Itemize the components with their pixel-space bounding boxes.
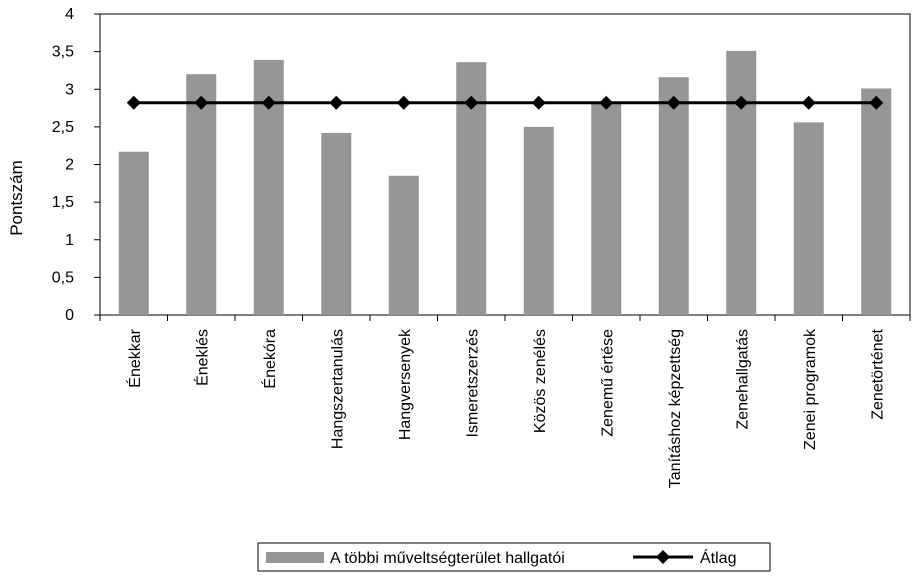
y-tick-label: 3,5 [52,44,74,61]
average-marker [261,95,276,110]
legend-label-line: Átlag [700,548,736,567]
x-tick-label: Énekkar [125,328,144,387]
y-tick-label: 3 [65,81,74,98]
legend-swatch-bars [266,552,324,563]
x-tick-label: Hangversenyek [397,328,414,440]
average-line-series [126,95,884,110]
x-tick-label: Zenehallgatás [734,329,751,430]
plot-area [99,13,911,316]
y-tick-label: 1 [65,232,74,249]
y-tick-label: 0,5 [52,269,74,286]
bar [658,77,689,316]
x-tick-label: Ismeretszerzés [464,329,481,437]
average-marker [464,95,479,110]
bar [793,122,824,315]
average-marker [666,95,681,110]
bar [118,151,149,315]
y-tick-label: 2,5 [52,119,74,136]
average-marker [734,95,749,110]
average-marker [599,95,614,110]
plot-border [99,13,911,316]
y-tick-label: 0 [65,307,74,324]
x-tick-label: Zenemű értése [599,329,616,437]
legend-diamond-marker [656,550,670,564]
bar [523,126,554,315]
average-marker [801,95,816,110]
average-marker [869,95,884,110]
bar-series [118,50,892,316]
y-tick-label: 2 [65,157,74,174]
x-tick-label: Éneklés [192,329,211,386]
x-tick-label: Hangszertanulás [329,329,346,449]
bar [726,50,757,316]
bar [321,132,352,315]
bar [388,175,419,315]
legend: A többi műveltségterület hallgatói Átlag [257,542,771,572]
y-axis-label: Pontszám [7,160,26,236]
x-tick-label: Zenetörténet [869,328,886,419]
y-tick-label: 4 [65,6,74,23]
x-tick-label: Zenei programok [802,328,819,450]
average-marker [194,95,209,110]
x-tick-label: Közös zenélés [532,329,549,433]
average-marker [396,95,411,110]
bar [591,102,622,315]
legend-label-bars: A többi műveltségterület hallgatói [330,550,565,567]
average-marker [329,95,344,110]
bar [186,74,217,315]
x-tick-label: Énekóra [260,329,279,389]
average-marker [126,95,141,110]
x-axis: Énekkar Éneklés Énekóra Hangszertanulás Hang… [99,315,911,488]
y-axis: 0 0,5 1 1,5 2 2,5 3 3,5 4 [52,6,100,324]
bar [861,88,892,315]
y-tick-label: 1,5 [52,194,74,211]
x-tick-label: Tanításhoz képzettség [667,329,684,488]
average-marker [531,95,546,110]
